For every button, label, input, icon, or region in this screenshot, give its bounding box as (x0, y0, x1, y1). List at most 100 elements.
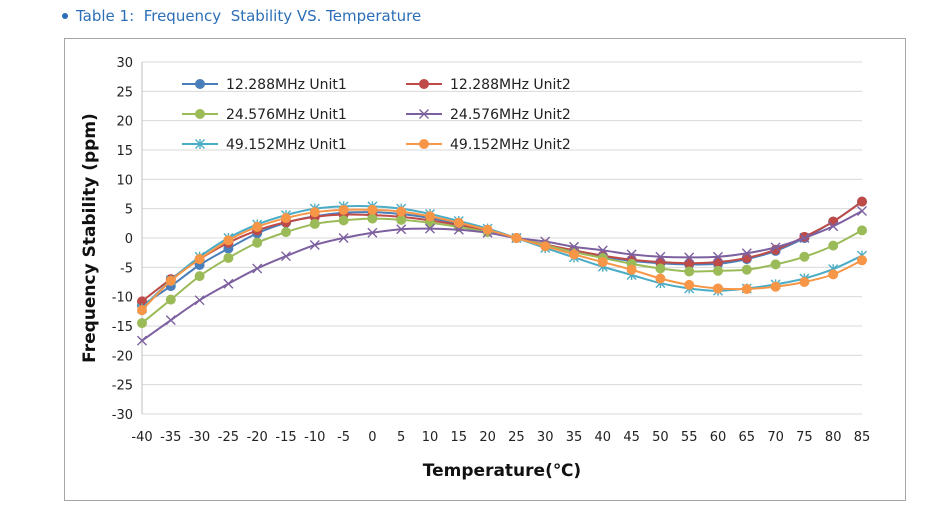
legend-label: 24.576MHz Unit1 (226, 107, 347, 123)
legend-item: 24.576MHz Unit2 (406, 107, 571, 123)
data-point (626, 249, 637, 260)
data-point (684, 279, 695, 290)
grid-lines (141, 61, 862, 415)
x-tick-labels: -40 -35 -30 -25 -20 -15 -10 -5 0 5 10 15 20 25 30 35 40 4… (131, 430, 870, 445)
data-point (540, 241, 551, 252)
x-tick-label: 70 (767, 430, 784, 445)
data-point (367, 227, 378, 238)
data-point (252, 237, 263, 248)
data-point (223, 235, 234, 246)
data-point (857, 255, 868, 266)
data-point (799, 276, 810, 287)
legend-label: 24.576MHz Unit2 (450, 107, 571, 123)
legend-item: 12.288MHz Unit1 (182, 77, 347, 93)
x-tick-label: -20 (247, 430, 268, 445)
data-point (741, 284, 752, 295)
x-tick-label: 75 (796, 430, 813, 445)
legend-item: 49.152MHz Unit2 (406, 137, 571, 153)
x-tick-label: 30 (537, 430, 554, 445)
y-tick-label: -25 (112, 379, 133, 394)
series-4 (137, 206, 867, 346)
table-caption: Table 1: Frequency Stability VS. Tempera… (62, 7, 421, 25)
legend-marker (418, 138, 429, 149)
series-line (141, 210, 863, 342)
x-tick-label: -5 (337, 430, 350, 445)
x-tick-label: -15 (275, 430, 296, 445)
data-point (280, 213, 291, 224)
y-tick-labels: 30 25 20 15 10 5 0 -5 -10 -15 -20 -25 -30 (112, 56, 133, 423)
data-point (165, 315, 176, 326)
data-point (309, 218, 320, 229)
legend-label: 12.288MHz Unit1 (226, 77, 347, 93)
y-tick-label: 20 (116, 115, 133, 130)
y-tick-label: 5 (125, 203, 133, 218)
data-point (713, 257, 724, 268)
data-point (684, 266, 695, 277)
data-point (252, 263, 263, 274)
x-tick-label: 15 (451, 430, 468, 445)
series-layer (136, 196, 868, 346)
y-tick-label: 0 (125, 232, 133, 247)
data-point (338, 215, 349, 226)
data-point (309, 207, 320, 218)
data-point (713, 251, 723, 262)
data-point (713, 265, 724, 276)
x-tick-label: 5 (397, 430, 405, 445)
data-point (194, 271, 205, 282)
y-tick-label: 25 (116, 85, 133, 100)
legend-item: 12.288MHz Unit2 (406, 77, 571, 93)
data-point (741, 264, 752, 275)
data-point (511, 232, 522, 243)
data-point (770, 281, 781, 292)
legend-marker (419, 109, 429, 119)
data-point (136, 305, 147, 316)
data-point (597, 245, 608, 256)
data-point (713, 283, 724, 294)
x-tick-label: 55 (681, 430, 698, 445)
data-point (799, 251, 810, 262)
data-point (223, 252, 234, 263)
bullet-icon (62, 13, 68, 19)
x-tick-label: -40 (131, 430, 152, 445)
legend-marker (418, 79, 429, 90)
x-tick-label: 20 (479, 430, 496, 445)
x-tick-label: 50 (652, 430, 669, 445)
data-point (569, 249, 580, 260)
series-line (141, 200, 863, 307)
y-tick-label: 15 (116, 144, 133, 159)
data-point (425, 223, 435, 234)
data-point (367, 213, 378, 224)
legend-marker (194, 109, 205, 120)
y-tick-label: 10 (116, 173, 133, 188)
legend-label: 49.152MHz Unit2 (450, 137, 571, 153)
data-point (828, 269, 839, 280)
data-point (655, 263, 666, 274)
data-point (194, 254, 205, 265)
data-point (280, 227, 291, 238)
legend-marker (195, 139, 205, 149)
data-point (799, 233, 810, 243)
data-point (770, 242, 781, 253)
data-point (137, 335, 147, 346)
data-point (741, 248, 752, 259)
data-point (857, 206, 867, 217)
x-tick-label: 85 (854, 430, 871, 445)
x-tick-label: 40 (595, 430, 612, 445)
data-point (597, 257, 608, 268)
y-tick-label: -20 (112, 349, 133, 364)
data-point (482, 224, 493, 235)
data-point (309, 240, 320, 251)
data-point (770, 259, 781, 270)
x-tick-label: 65 (739, 430, 756, 445)
x-tick-label: 60 (710, 430, 727, 445)
x-tick-label: 10 (422, 430, 439, 445)
y-tick-label: -15 (112, 320, 133, 335)
data-point (165, 275, 176, 286)
x-tick-label: -10 (304, 430, 325, 445)
chart-frame (64, 38, 906, 501)
legend-label: 49.152MHz Unit1 (226, 137, 347, 153)
data-point (569, 241, 579, 252)
data-point (367, 204, 378, 215)
data-point (655, 251, 666, 262)
